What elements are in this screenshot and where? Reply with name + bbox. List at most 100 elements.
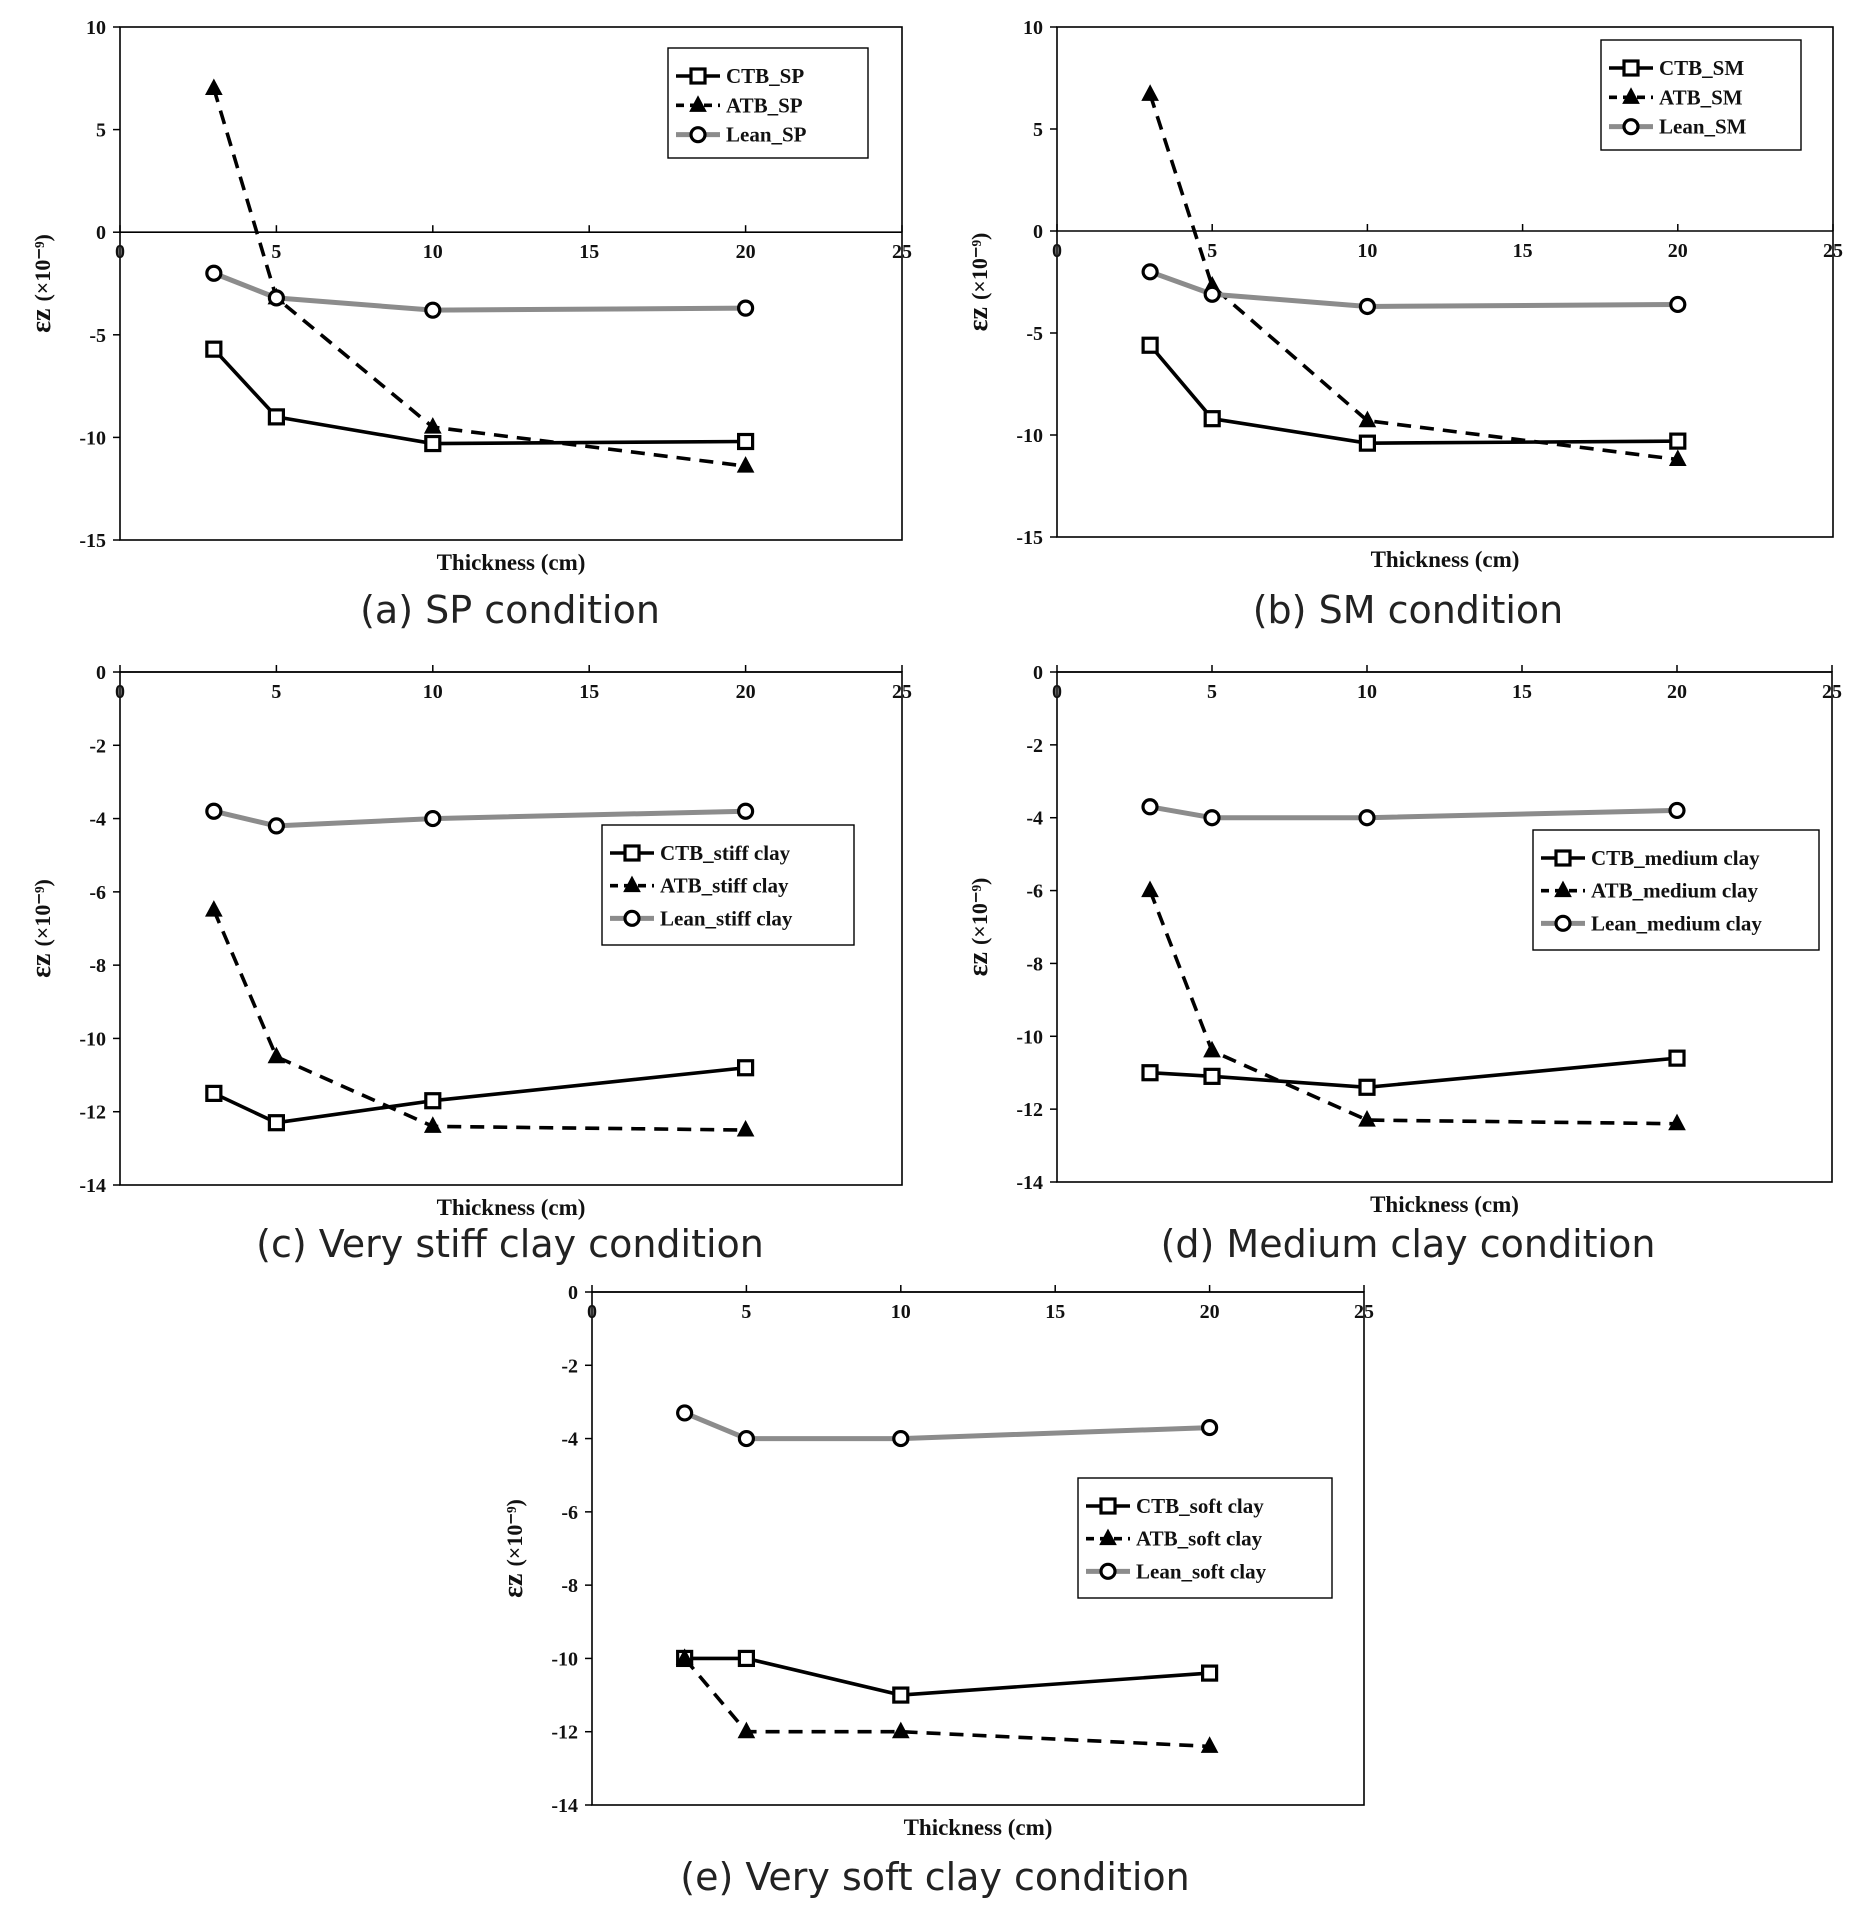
y-tick-label: -10 bbox=[79, 427, 106, 449]
y-axis-label: εz (×10⁻⁹) bbox=[963, 233, 994, 332]
chart-very-soft-clay-condition: 0 5 10 15 20 25 -14 -12 -10 -8 -6 -4 -2 0 Thickness (c… bbox=[498, 1282, 1374, 1840]
x-tick-label: 10 bbox=[1357, 681, 1377, 703]
x-tick-label: 25 bbox=[892, 241, 912, 263]
legend: CTB_SP ATB_SP Lean_SP bbox=[667, 47, 869, 159]
y-tick-label: -4 bbox=[89, 809, 106, 831]
data-point-atb-soft-clay bbox=[1200, 1736, 1219, 1753]
legend-marker-lean-sm bbox=[1622, 118, 1640, 136]
x-tick-label: 5 bbox=[1207, 681, 1217, 703]
y-tick-label: 0 bbox=[1033, 221, 1043, 243]
data-point-ctb-sp bbox=[736, 432, 755, 451]
x-tick-label: 15 bbox=[579, 241, 599, 263]
y-tick-label: 0 bbox=[568, 1282, 578, 1304]
legend-box bbox=[1077, 1477, 1333, 1599]
legend-label-ctb-soft-clay: CTB_soft clay bbox=[1136, 1494, 1264, 1518]
data-point-ctb-sm bbox=[1203, 410, 1221, 428]
series-lean-medium-clay bbox=[1141, 798, 1686, 827]
data-point-lean-soft-clay bbox=[1200, 1418, 1219, 1437]
x-axis-label: Thickness (cm) bbox=[1371, 547, 1520, 572]
x-tick-label: 5 bbox=[1207, 240, 1217, 262]
x-tick-label: 10 bbox=[1357, 240, 1377, 262]
series-atb-soft-clay bbox=[675, 1648, 1219, 1753]
data-point-ctb-stiff-clay bbox=[205, 1084, 223, 1102]
y-tick-label: -15 bbox=[1016, 527, 1043, 549]
y-axis-label-unit: (×10⁻⁹) bbox=[967, 878, 992, 945]
y-axis-label: εz (×10⁻⁹) bbox=[963, 878, 994, 977]
series-lean-sp bbox=[205, 264, 755, 319]
series-line-lean-soft-clay bbox=[683, 1410, 1210, 1442]
legend-label-lean-sp: Lean_SP bbox=[726, 123, 807, 147]
plot-frame bbox=[1056, 26, 1834, 538]
x-tick-label: 0 bbox=[1052, 240, 1062, 262]
data-point-ctb-soft-clay bbox=[737, 1649, 755, 1668]
data-point-lean-stiff-clay bbox=[205, 802, 223, 820]
legend-label-ctb-sm: CTB_SM bbox=[1659, 56, 1744, 80]
y-tick-label: -14 bbox=[1016, 1172, 1043, 1194]
series-line-ctb-medium-clay bbox=[1149, 1056, 1678, 1090]
y-tick-label: 0 bbox=[1033, 662, 1043, 684]
data-point-atb-stiff-clay bbox=[736, 1119, 755, 1137]
x-axis-label: Thickness (cm) bbox=[904, 1815, 1053, 1840]
legend-marker-atb-stiff-clay bbox=[623, 875, 641, 893]
caption-sm-condition: (b) SM condition bbox=[1252, 588, 1564, 632]
series-line-lean-sm bbox=[1149, 269, 1678, 309]
data-point-atb-stiff-clay bbox=[267, 1046, 286, 1064]
legend-marker-atb-medium-clay bbox=[1554, 880, 1572, 898]
y-tick-label: -2 bbox=[89, 735, 106, 757]
legend-label-atb-stiff-clay: ATB_stiff clay bbox=[660, 874, 789, 898]
data-point-lean-soft-clay bbox=[892, 1429, 910, 1448]
y-axis-label: εz (×10⁻⁹) bbox=[26, 234, 57, 333]
y-axis-label-unit: (×10⁻⁹) bbox=[502, 1499, 527, 1566]
x-axis-label: Thickness (cm) bbox=[1370, 1192, 1519, 1217]
legend-label-ctb-sp: CTB_SP bbox=[726, 64, 804, 88]
y-axis-label: εz (×10⁻⁹) bbox=[498, 1499, 529, 1598]
y-tick-label: -5 bbox=[1026, 323, 1043, 345]
y-tick-label: -4 bbox=[1026, 808, 1043, 830]
y-axis-label-unit: (×10⁻⁹) bbox=[30, 879, 55, 946]
x-tick-label: 10 bbox=[423, 681, 443, 703]
x-tick-label: 20 bbox=[1200, 1301, 1220, 1323]
y-tick-label: 5 bbox=[96, 120, 106, 142]
series-line-atb-soft-clay bbox=[683, 1657, 1210, 1749]
x-tick-label: 20 bbox=[736, 681, 756, 703]
legend-label-lean-stiff-clay: Lean_stiff clay bbox=[660, 906, 793, 930]
x-tick-label: 5 bbox=[741, 1301, 751, 1323]
data-point-ctb-medium-clay bbox=[1203, 1067, 1221, 1085]
data-point-ctb-sm bbox=[1141, 336, 1159, 354]
series-line-ctb-soft-clay bbox=[684, 1656, 1210, 1697]
legend-label-atb-sp: ATB_SP bbox=[726, 93, 803, 117]
legend-box bbox=[1532, 829, 1820, 951]
y-axis-label-symbol: εz bbox=[963, 300, 994, 331]
x-tick-label: 15 bbox=[579, 681, 599, 703]
data-point-ctb-stiff-clay bbox=[267, 1114, 285, 1132]
data-point-lean-medium-clay bbox=[1141, 798, 1159, 816]
legend-marker-ctb-medium-clay bbox=[1554, 849, 1572, 867]
data-point-lean-sp bbox=[736, 299, 755, 317]
data-point-atb-sp bbox=[423, 417, 442, 434]
legend-marker-lean-medium-clay bbox=[1554, 914, 1572, 932]
data-point-lean-sm bbox=[1203, 285, 1221, 303]
x-axis-label: Thickness (cm) bbox=[437, 550, 586, 575]
series-ctb-soft-clay bbox=[676, 1649, 1219, 1704]
caption-very-stiff-clay-condition: (c) Very stiff clay condition bbox=[256, 1222, 764, 1266]
data-point-ctb-stiff-clay bbox=[736, 1059, 755, 1077]
y-tick-label: -6 bbox=[89, 882, 106, 904]
legend: CTB_SM ATB_SM Lean_SM bbox=[1600, 39, 1802, 151]
series-ctb-medium-clay bbox=[1141, 1049, 1686, 1096]
series-line-atb-sp bbox=[212, 88, 746, 468]
data-point-atb-sm bbox=[1141, 84, 1159, 101]
data-point-lean-sp bbox=[424, 301, 442, 319]
legend-marker-lean-stiff-clay bbox=[623, 909, 641, 927]
y-tick-label: -8 bbox=[1026, 953, 1043, 975]
y-tick-label: -10 bbox=[551, 1648, 578, 1670]
legend-marker-ctb-stiff-clay bbox=[623, 844, 641, 862]
legend-marker-lean-sp bbox=[689, 126, 707, 144]
x-axis-label: Thickness (cm) bbox=[437, 1195, 586, 1220]
series-ctb-stiff-clay bbox=[205, 1059, 755, 1132]
data-point-lean-soft-clay bbox=[676, 1404, 694, 1422]
y-tick-label: -14 bbox=[79, 1175, 106, 1197]
data-point-ctb-sm bbox=[1669, 432, 1687, 450]
x-tick-label: 15 bbox=[1512, 681, 1532, 703]
data-point-lean-soft-clay bbox=[737, 1429, 755, 1448]
data-point-ctb-stiff-clay bbox=[424, 1092, 442, 1110]
